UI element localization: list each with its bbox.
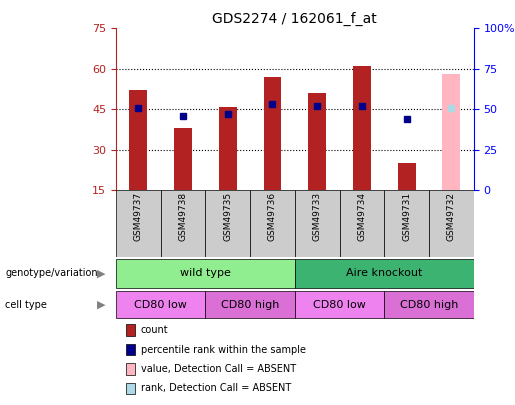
Bar [308, 93, 326, 190]
Bar [295, 190, 339, 257]
Bar [442, 74, 460, 190]
Text: cell type: cell type [5, 300, 47, 310]
Text: GSM49738: GSM49738 [179, 192, 187, 241]
Bar [161, 190, 205, 257]
Text: GSM49731: GSM49731 [402, 192, 411, 241]
Text: genotype/variation: genotype/variation [5, 269, 98, 278]
Bar [264, 77, 281, 190]
Text: CD80 high: CD80 high [400, 300, 458, 310]
Text: wild type: wild type [180, 269, 231, 278]
Text: rank, Detection Call = ABSENT: rank, Detection Call = ABSENT [141, 384, 291, 393]
Bar [205, 291, 295, 318]
Text: GSM49734: GSM49734 [357, 192, 367, 241]
Text: GSM49732: GSM49732 [447, 192, 456, 241]
Bar [384, 190, 429, 257]
Text: count: count [141, 325, 168, 335]
Bar [116, 190, 161, 257]
Bar [295, 259, 474, 288]
Bar [429, 190, 474, 257]
Text: CD80 low: CD80 low [134, 300, 187, 310]
Text: GSM49735: GSM49735 [223, 192, 232, 241]
Bar [353, 66, 371, 190]
Text: ▶: ▶ [97, 300, 106, 310]
Text: value, Detection Call = ABSENT: value, Detection Call = ABSENT [141, 364, 296, 374]
Bar [174, 128, 192, 190]
Text: ▶: ▶ [97, 269, 106, 278]
Text: GSM49737: GSM49737 [134, 192, 143, 241]
Text: CD80 high: CD80 high [221, 300, 279, 310]
Bar [219, 107, 237, 190]
Bar [116, 291, 205, 318]
Bar [129, 90, 147, 190]
Bar [398, 163, 416, 190]
Bar [339, 190, 384, 257]
Text: Aire knockout: Aire knockout [346, 269, 422, 278]
Bar [250, 190, 295, 257]
Title: GDS2274 / 162061_f_at: GDS2274 / 162061_f_at [213, 12, 377, 26]
Text: percentile rank within the sample: percentile rank within the sample [141, 345, 305, 354]
Text: GSM49736: GSM49736 [268, 192, 277, 241]
Text: GSM49733: GSM49733 [313, 192, 322, 241]
Bar [384, 291, 474, 318]
Bar [295, 291, 384, 318]
Bar [116, 259, 295, 288]
Bar [205, 190, 250, 257]
Text: CD80 low: CD80 low [313, 300, 366, 310]
